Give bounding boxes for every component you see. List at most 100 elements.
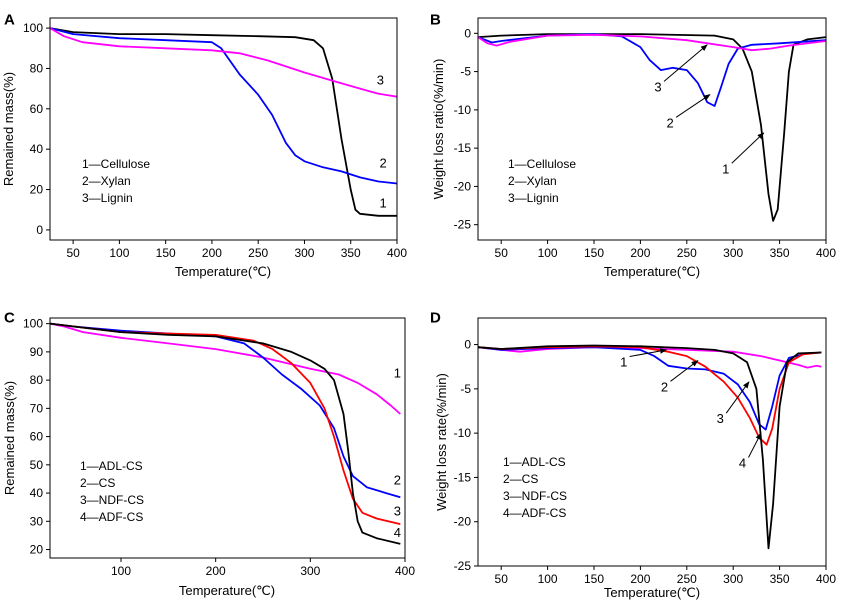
x-axis-label: Temperature(℃) xyxy=(604,264,700,279)
annotation-arrow xyxy=(629,348,668,358)
series-label: 3 xyxy=(394,504,401,519)
y-tick-label: 20 xyxy=(30,183,44,197)
x-axis-label: Temperature(℃) xyxy=(179,583,275,598)
panel-c: C 1 2 3 4 100 200 300 400 20 30 40 50 60 70 80 90 100 Temp… xyxy=(2,309,415,598)
panel-letter: D xyxy=(430,309,441,326)
y-tick-label: 20 xyxy=(30,543,44,557)
x-tick-label: 250 xyxy=(248,246,268,260)
y-tick-label: 0 xyxy=(464,338,471,352)
y-tick-label: -10 xyxy=(454,426,472,440)
y-tick-label: 0 xyxy=(464,26,471,40)
x-tick-label: 150 xyxy=(584,572,604,586)
y-tick-label: -5 xyxy=(460,382,471,396)
y-axis-label: Remained mass(%) xyxy=(2,381,17,495)
panel-letter: A xyxy=(4,11,15,28)
panel-letter: B xyxy=(430,11,441,28)
y-tick-label: -25 xyxy=(454,559,472,573)
series-line-adl-cs xyxy=(477,346,822,369)
series-line-adf-cs xyxy=(49,322,401,545)
legend-entry: 2—Xylan xyxy=(508,174,557,188)
annotation-arrow xyxy=(731,132,765,164)
y-tick-label: 60 xyxy=(30,430,44,444)
annotation-label: 1 xyxy=(722,161,729,176)
y-tick-label: -20 xyxy=(454,515,472,529)
legend-entry: 3—NDF-CS xyxy=(503,489,567,503)
legend-entry: 1—Cellulose xyxy=(82,157,150,171)
y-tick-label: 40 xyxy=(30,142,44,156)
legend-entry: 1—Cellulose xyxy=(508,157,576,171)
y-tick-label: 60 xyxy=(30,102,44,116)
series-line-lignin xyxy=(477,33,827,52)
y-tick-label: 40 xyxy=(30,486,44,500)
series-line-cellulose xyxy=(49,27,397,217)
y-tick-label: -15 xyxy=(454,141,472,155)
annotation-arrow xyxy=(675,94,711,118)
y-tick-label: -25 xyxy=(454,218,472,232)
y-tick-label: 100 xyxy=(23,317,43,331)
x-tick-label: 100 xyxy=(538,246,558,260)
annotation-arrow xyxy=(663,44,708,82)
annotation-label: 3 xyxy=(654,79,661,94)
x-tick-label: 50 xyxy=(495,572,509,586)
y-tick-label: 90 xyxy=(30,345,44,359)
plot-frame xyxy=(49,317,406,559)
x-tick-label: 300 xyxy=(723,246,743,260)
x-tick-label: 200 xyxy=(206,564,226,578)
x-tick-label: 150 xyxy=(584,246,604,260)
plot-frame xyxy=(477,317,827,567)
annotation-label: 4 xyxy=(739,455,746,470)
series-line-ndf-cs xyxy=(477,345,822,446)
series-line-xylan xyxy=(477,33,827,107)
x-tick-label: 400 xyxy=(387,246,407,260)
plot-frame xyxy=(49,17,398,241)
series-label: 3 xyxy=(377,73,384,88)
series-label: 2 xyxy=(380,155,387,170)
legend-entry: 2—CS xyxy=(80,476,115,490)
x-tick-label: 200 xyxy=(630,246,650,260)
y-tick-label: -5 xyxy=(460,65,471,79)
y-tick-label: -20 xyxy=(454,179,472,193)
y-tick-label: -15 xyxy=(454,470,472,484)
x-tick-label: 100 xyxy=(111,564,131,578)
x-axis-label: Temperature(℃) xyxy=(175,264,271,279)
annotation-label: 2 xyxy=(666,115,673,130)
y-tick-label: -10 xyxy=(454,103,472,117)
y-tick-label: 0 xyxy=(36,223,43,237)
legend-entry: 1—ADL-CS xyxy=(80,459,143,473)
series-label: 1 xyxy=(380,196,387,211)
legend-entry: 4—ADF-CS xyxy=(80,510,143,524)
legend-entry: 2—CS xyxy=(503,472,538,486)
panel-d: D 1 2 3 4 50 100 150 200 250 300 350 400 -25 -20 -15 -10… xyxy=(430,309,836,600)
x-tick-label: 100 xyxy=(109,246,129,260)
annotation-arrow xyxy=(725,381,750,414)
x-tick-label: 50 xyxy=(66,246,80,260)
plot-frame xyxy=(477,17,827,241)
series-label: 1 xyxy=(394,365,401,380)
x-tick-label: 200 xyxy=(202,246,222,260)
series-line-cellulose xyxy=(477,33,827,222)
x-tick-label: 400 xyxy=(395,564,415,578)
annotation-label: 1 xyxy=(620,355,627,370)
y-axis-label: Remained mass(%) xyxy=(1,72,16,186)
annotation-arrow xyxy=(748,432,762,458)
legend-entry: 3—Lignin xyxy=(82,191,133,205)
x-tick-label: 150 xyxy=(156,246,176,260)
series-label: 2 xyxy=(394,473,401,488)
panel-letter: C xyxy=(4,309,15,326)
x-tick-label: 400 xyxy=(816,246,836,260)
series-line-adf-cs xyxy=(477,344,822,550)
x-axis-label: Temperature(℃) xyxy=(604,585,700,600)
y-axis-label: Weight loss ratio(%/min) xyxy=(431,59,446,200)
legend-entry: 3—NDF-CS xyxy=(80,493,144,507)
x-tick-label: 250 xyxy=(677,246,697,260)
series-label: 4 xyxy=(394,525,401,540)
legend-entry: 1—ADL-CS xyxy=(503,455,566,469)
x-tick-label: 200 xyxy=(630,572,650,586)
x-tick-label: 350 xyxy=(770,572,790,586)
x-tick-label: 300 xyxy=(294,246,314,260)
y-axis-label: Weight loss rate(%/min) xyxy=(434,373,449,511)
x-tick-label: 350 xyxy=(341,246,361,260)
